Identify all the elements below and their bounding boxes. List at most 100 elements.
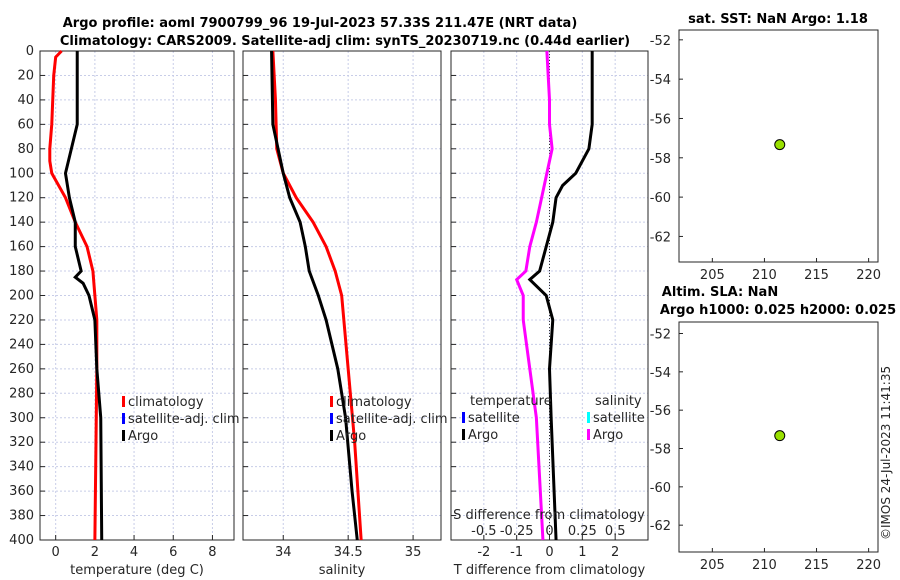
series-climatology bbox=[48, 49, 99, 541]
y-tick-label: 40 bbox=[17, 93, 34, 108]
legend-swatch bbox=[122, 430, 125, 441]
x-tick-label: 8 bbox=[208, 545, 216, 560]
y-tick-label: -52 bbox=[650, 328, 671, 343]
x-tick-label: 4 bbox=[130, 545, 138, 560]
x-tick-label: 210 bbox=[752, 558, 777, 573]
x-axis-label: salinity bbox=[319, 563, 366, 578]
title-line-2: Climatology: CARS2009. Satellite-adj cli… bbox=[60, 34, 630, 49]
legend-swatch bbox=[330, 430, 333, 441]
x-tick-label: 35 bbox=[405, 545, 422, 560]
x-tick-label: -2 bbox=[477, 545, 490, 560]
x-axis-label: T difference from climatology bbox=[453, 563, 646, 578]
y-tick-label: 380 bbox=[9, 509, 34, 524]
y-tick-label: -54 bbox=[650, 73, 671, 88]
legend-label: climatology bbox=[336, 395, 412, 410]
y-tick-label: -56 bbox=[650, 404, 671, 419]
plot-axes bbox=[242, 50, 442, 541]
y-tick-label: -62 bbox=[650, 230, 671, 245]
legend-swatch bbox=[330, 396, 333, 407]
series-argo bbox=[63, 51, 104, 541]
y-tick-label: -58 bbox=[650, 152, 671, 167]
y-tick-label: 220 bbox=[9, 313, 34, 328]
legend-label: satellite-adj. clim bbox=[336, 412, 448, 427]
x-tick-label: 2 bbox=[91, 545, 99, 560]
legend-swatch bbox=[587, 412, 590, 423]
sla-panel-subtitle: Argo h1000: 0.025 h2000: 0.025 bbox=[660, 303, 896, 318]
x-tick-label: 220 bbox=[856, 558, 881, 573]
legend-label: Argo bbox=[336, 429, 366, 444]
y-tick-label: 100 bbox=[9, 166, 34, 181]
y-tick-label: 180 bbox=[9, 264, 34, 279]
x2-axis-label: S difference from climatology bbox=[453, 508, 645, 523]
y-tick-label: -52 bbox=[650, 34, 671, 49]
x2-tick-label: -0.5 bbox=[471, 524, 496, 539]
x-tick-label: 220 bbox=[856, 268, 881, 283]
series-argo bbox=[270, 50, 359, 541]
argo-location-marker bbox=[774, 139, 786, 151]
y-tick-label: 80 bbox=[17, 142, 34, 157]
legend-swatch bbox=[587, 429, 590, 440]
series-t-argo bbox=[527, 51, 594, 541]
x-tick-label: 0 bbox=[545, 545, 553, 560]
map-axes bbox=[678, 321, 879, 553]
x-tick-label: 0 bbox=[52, 545, 60, 560]
y-tick-label: -54 bbox=[650, 366, 671, 381]
legend-swatch bbox=[122, 396, 125, 407]
y-tick-label: 60 bbox=[17, 117, 34, 132]
legend-heading: salinity bbox=[595, 394, 642, 409]
map-axes bbox=[678, 29, 879, 263]
y-tick-label: 340 bbox=[9, 460, 34, 475]
y-tick-label: 360 bbox=[9, 484, 34, 499]
legend-swatch bbox=[330, 413, 333, 424]
y-tick-label: -60 bbox=[650, 191, 671, 206]
x-tick-label: 1 bbox=[578, 545, 586, 560]
x-tick-label: 34 bbox=[275, 545, 292, 560]
argo-location-marker bbox=[774, 430, 786, 442]
y-tick-label: 160 bbox=[9, 240, 34, 255]
y-tick-label: 20 bbox=[17, 68, 34, 83]
legend-swatch bbox=[462, 412, 465, 423]
legend-swatch bbox=[462, 429, 465, 440]
title-line-1: Argo profile: aoml 7900799_96 19-Jul-202… bbox=[63, 16, 578, 31]
legend-label: satellite bbox=[468, 411, 520, 426]
x-tick-label: 210 bbox=[752, 268, 777, 283]
x-tick-label: 205 bbox=[700, 558, 725, 573]
x-tick-label: 215 bbox=[804, 268, 829, 283]
sst-panel-title: sat. SST: NaN Argo: 1.18 bbox=[688, 12, 868, 27]
legend-label: Argo bbox=[593, 428, 623, 443]
x-tick-label: 215 bbox=[804, 558, 829, 573]
y-tick-label: 300 bbox=[9, 411, 34, 426]
x-axis-label: temperature (deg C) bbox=[70, 563, 204, 578]
x-tick-label: 34.5 bbox=[334, 545, 363, 560]
timestamp: ©IMOS 24-Jul-2023 11:41:35 bbox=[879, 366, 893, 540]
x-tick-label: 205 bbox=[700, 268, 725, 283]
y-tick-label: 0 bbox=[26, 44, 34, 59]
y-tick-label: 120 bbox=[9, 191, 34, 206]
x-tick-label: 6 bbox=[169, 545, 177, 560]
legend-label: Argo bbox=[128, 429, 158, 444]
legend-label: satellite bbox=[593, 411, 645, 426]
y-tick-label: 200 bbox=[9, 289, 34, 304]
y-tick-label: -62 bbox=[650, 519, 671, 534]
legend-heading: temperature bbox=[470, 394, 552, 409]
series-s-argo bbox=[514, 50, 554, 541]
legend-label: Argo bbox=[468, 428, 498, 443]
y-tick-label: -60 bbox=[650, 481, 671, 496]
legend-swatch bbox=[122, 413, 125, 424]
y-tick-label: 260 bbox=[9, 362, 34, 377]
plot-axes bbox=[39, 50, 235, 541]
y-tick-label: 280 bbox=[9, 386, 34, 401]
legend-label: satellite-adj. clim bbox=[128, 412, 240, 427]
legend-label: climatology bbox=[128, 395, 204, 410]
sla-panel-title: Altim. SLA: NaN bbox=[662, 285, 778, 300]
y-tick-label: -56 bbox=[650, 112, 671, 127]
y-tick-label: 240 bbox=[9, 337, 34, 352]
x2-tick-label: -0.25 bbox=[500, 524, 534, 539]
y-tick-label: 320 bbox=[9, 435, 34, 450]
x2-tick-label: 0.25 bbox=[568, 524, 597, 539]
x2-tick-label: 0.5 bbox=[605, 524, 626, 539]
x-tick-label: 2 bbox=[611, 545, 619, 560]
y-tick-label: 140 bbox=[9, 215, 34, 230]
x-tick-label: -1 bbox=[510, 545, 523, 560]
